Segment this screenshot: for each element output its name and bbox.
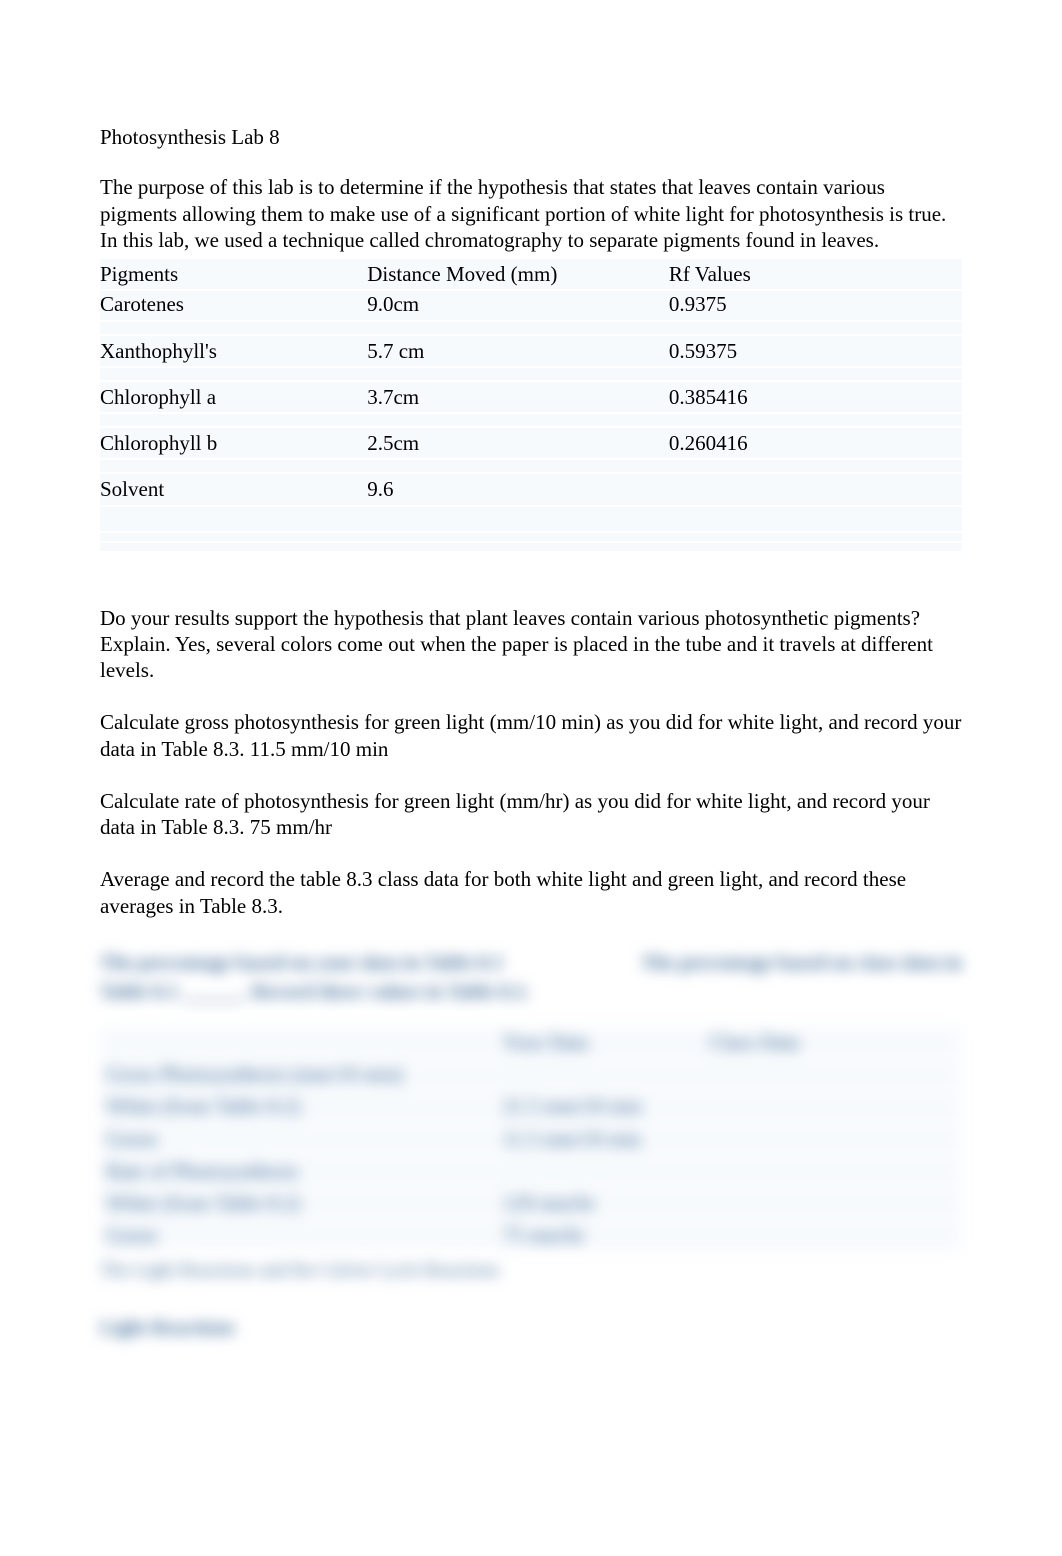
- cell-pigment: Xanthophyll's: [100, 335, 367, 367]
- pigment-table: Pigments Distance Moved (mm) Rf Values C…: [100, 257, 962, 553]
- table-row-empty: [100, 532, 962, 542]
- blurred-text: The percentage based on your data in Tab…: [100, 951, 502, 976]
- cell: Green: [100, 1219, 497, 1251]
- col-header-rf: Rf Values: [669, 258, 962, 290]
- cell: 21.5 mm/10 min: [497, 1090, 704, 1122]
- cell: [703, 1058, 962, 1090]
- cell: [703, 1090, 962, 1122]
- intro-paragraph: The purpose of this lab is to determine …: [100, 174, 962, 253]
- table-row: Chlorophyll a 3.7cm 0.385416: [100, 381, 962, 413]
- table-row: Green 75 mm/hr: [100, 1219, 962, 1251]
- table-row: Rate of Photosynthesis: [100, 1155, 962, 1187]
- table-row: Chlorophyll b 2.5cm 0.260416: [100, 427, 962, 459]
- table-spacer: [100, 459, 962, 473]
- cell-rf: 0.9375: [669, 290, 962, 320]
- cell: [703, 1187, 962, 1219]
- table-spacer: [100, 321, 962, 335]
- question-3: Calculate rate of photosynthesis for gre…: [100, 788, 962, 841]
- cell-distance: 5.7 cm: [367, 335, 669, 367]
- table-row: Solvent 9.6: [100, 473, 962, 505]
- table-row: Xanthophyll's 5.7 cm 0.59375: [100, 335, 962, 367]
- table-row: White (from Table 8.2) 129 mm/hr: [100, 1187, 962, 1219]
- cell: Gross Photosynthesis (mm/10 min): [100, 1058, 497, 1090]
- cell: 75 mm/hr: [497, 1219, 704, 1251]
- cell-rf: [669, 473, 962, 505]
- cell: White (from Table 8.2): [100, 1187, 497, 1219]
- cell-pigment: Carotenes: [100, 290, 367, 320]
- cell: [497, 1058, 704, 1090]
- question-2: Calculate gross photosynthesis for green…: [100, 709, 962, 762]
- table-spacer: [100, 367, 962, 381]
- question-4: Average and record the table 8.3 class d…: [100, 866, 962, 919]
- cell-distance: 9.6: [367, 473, 669, 505]
- blurred-table: Your Data Class Data Gross Photosynthesi…: [100, 1025, 962, 1253]
- cell-pigment: Solvent: [100, 473, 367, 505]
- cell: 11.5 mm/10 min: [497, 1123, 704, 1155]
- table-row-empty: [100, 506, 962, 532]
- blurred-text: The percentage based on class data in: [641, 951, 962, 976]
- table-header-row: Pigments Distance Moved (mm) Rf Values: [100, 258, 962, 290]
- cell: 129 mm/hr: [497, 1187, 704, 1219]
- blurred-text: Table 8.3 ______. Record these values in…: [100, 980, 962, 1005]
- cell-pigment: Chlorophyll b: [100, 427, 367, 459]
- table-row: Carotenes 9.0cm 0.9375: [100, 290, 962, 320]
- blurred-caption: The Light Reactions and the Calvin Cycle…: [100, 1259, 962, 1283]
- cell-rf: 0.260416: [669, 427, 962, 459]
- table-header-row: Your Data Class Data: [100, 1026, 962, 1058]
- cell: Your Data: [497, 1026, 704, 1058]
- cell-rf: 0.385416: [669, 381, 962, 413]
- cell-pigment: Chlorophyll a: [100, 381, 367, 413]
- table-row: Gross Photosynthesis (mm/10 min): [100, 1058, 962, 1090]
- cell: [497, 1155, 704, 1187]
- blurred-content-region: The percentage based on your data in Tab…: [100, 951, 962, 1342]
- cell-distance: 3.7cm: [367, 381, 669, 413]
- cell-distance: 2.5cm: [367, 427, 669, 459]
- table-spacer: [100, 413, 962, 427]
- document-page: Photosynthesis Lab 8 The purpose of this…: [0, 0, 1062, 1381]
- col-header-pigments: Pigments: [100, 258, 367, 290]
- cell: Class Data: [703, 1026, 962, 1058]
- cell: Rate of Photosynthesis: [100, 1155, 497, 1187]
- table-row-empty: [100, 542, 962, 552]
- cell-rf: 0.59375: [669, 335, 962, 367]
- cell: Green: [100, 1123, 497, 1155]
- document-title: Photosynthesis Lab 8: [100, 124, 962, 150]
- blurred-footer: Light Reactions: [100, 1316, 962, 1341]
- cell: [703, 1219, 962, 1251]
- cell: [100, 1026, 497, 1058]
- question-1: Do your results support the hypothesis t…: [100, 605, 962, 684]
- cell: [703, 1123, 962, 1155]
- cell-distance: 9.0cm: [367, 290, 669, 320]
- col-header-distance: Distance Moved (mm): [367, 258, 669, 290]
- cell: [703, 1155, 962, 1187]
- cell: White (from Table 8.2): [100, 1090, 497, 1122]
- table-row: Green 11.5 mm/10 min: [100, 1123, 962, 1155]
- table-row: White (from Table 8.2) 21.5 mm/10 min: [100, 1090, 962, 1122]
